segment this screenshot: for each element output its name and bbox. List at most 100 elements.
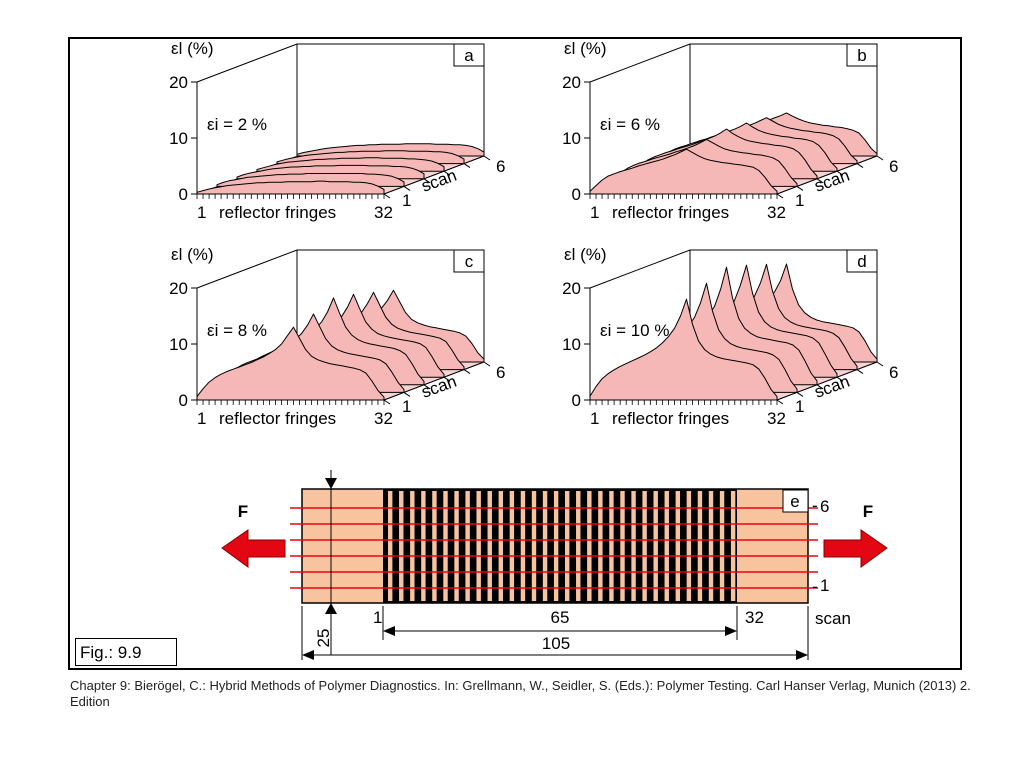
chart-depth-tick-label: 6 <box>889 363 898 382</box>
fringe-gap <box>487 491 492 601</box>
chart-y-label: εl (%) <box>171 39 214 58</box>
chart-depth-tick-label: 1 <box>402 191 411 210</box>
fringe-gap <box>432 491 437 601</box>
chart-depth-tick <box>423 178 431 184</box>
chart-y-tick-label: 20 <box>169 73 188 92</box>
chart-box-back <box>196 249 485 362</box>
chart-panel-letter: d <box>857 252 866 271</box>
chart-depth-tick <box>383 193 391 199</box>
chart-x-tick-label: 1 <box>590 203 599 222</box>
scan-top-label: 6 <box>820 497 829 516</box>
chart-x-tick-label: 32 <box>374 409 393 428</box>
scan-dash: - <box>812 577 818 596</box>
scan-label: scan <box>815 609 851 628</box>
figure-label: Fig.: 9.9 <box>75 638 177 666</box>
chart-depth-tick-label: 1 <box>402 397 411 416</box>
chart-box-back <box>589 249 878 362</box>
chart-depth-tick <box>856 163 864 169</box>
chart-depth-tick <box>816 384 824 390</box>
fringe-gap <box>531 491 537 601</box>
chart-panel-box <box>453 249 485 273</box>
chart-series-1 <box>589 148 778 195</box>
chart-depth-tick <box>856 369 864 375</box>
fringe-gap <box>465 491 470 601</box>
fringe-gap <box>399 491 404 601</box>
chart-x-tick-label: 32 <box>767 203 786 222</box>
chart-depth-axis <box>776 155 878 195</box>
chart-depth-tick <box>403 391 411 397</box>
fringe-gap <box>697 491 703 601</box>
offset-arrow-top <box>325 478 337 489</box>
chart-y-label: εl (%) <box>564 39 607 58</box>
chart-depth-tick <box>796 391 804 397</box>
fringe-first-label: 1 <box>373 608 382 627</box>
fringe-gap <box>620 491 625 601</box>
chart-depth-tick <box>463 369 471 375</box>
fringe-gap <box>421 491 426 601</box>
chart-x-label: reflector fringes <box>219 203 336 222</box>
chart-strain-label: εi = 10 % <box>600 321 669 340</box>
fringe-gap <box>730 491 736 601</box>
chart-y-tick-label: 10 <box>562 129 581 148</box>
chart-x-tick-label: 1 <box>197 203 206 222</box>
chart-y-tick-label: 0 <box>179 391 188 410</box>
fringe-gap <box>642 491 647 601</box>
fringe-gap <box>587 491 592 601</box>
chart-y-tick-label: 0 <box>179 185 188 204</box>
chart-depth-tick-label: 6 <box>496 157 505 176</box>
chart-depth-tick <box>876 155 884 161</box>
chart-depth-tick <box>443 170 451 176</box>
fringe-gap <box>653 491 658 601</box>
chart-depth-tick <box>443 376 451 382</box>
fringe-gap <box>387 491 393 601</box>
scan-bottom-label: 1 <box>820 576 829 595</box>
chart-depth-tick-label: 1 <box>795 397 804 416</box>
chart-panel-letter: c <box>465 252 474 271</box>
chart-depth-tick <box>836 170 844 176</box>
chart-panel-box <box>453 43 485 67</box>
dim-offset-label: 25 <box>314 629 333 648</box>
force-arrow-right <box>823 529 888 568</box>
fringe-gap <box>598 491 603 601</box>
fringe-last-label: 32 <box>745 608 764 627</box>
figure-frame <box>68 37 962 670</box>
offset-arrow-bottom <box>325 603 337 614</box>
chart-box-back <box>196 43 485 156</box>
scan-dash: - <box>812 496 818 515</box>
chart-panel-c: 0 10 20 εl (%) εi = 8 % 1 32 reflector fringes 1… <box>169 245 505 428</box>
chart-strain-label: εi = 6 % <box>600 115 660 134</box>
chart-depth-tick-label: 1 <box>795 191 804 210</box>
chart-x-tick-label: 32 <box>767 409 786 428</box>
dim-arrowhead <box>302 650 314 660</box>
fringe-gap <box>443 491 448 601</box>
chart-box-back <box>589 43 878 156</box>
chart-y-tick-label: 10 <box>169 129 188 148</box>
fringe-gap <box>454 491 459 601</box>
chart-panel-a: 0 10 20 εl (%) εi = 2 % 1 32 reflector fringes 1… <box>169 39 505 222</box>
chart-x-tick-label: 1 <box>197 409 206 428</box>
chart-depth-tick <box>776 193 784 199</box>
chart-strain-label: εi = 2 % <box>207 115 267 134</box>
chart-panel-d: 0 10 20 εl (%) εi = 10 % 1 32 reflector fringes… <box>562 245 898 428</box>
fringe-gap <box>609 491 614 601</box>
fringe-gap <box>520 491 526 601</box>
fringe-gap <box>675 491 681 601</box>
dim-arrowhead <box>383 626 395 636</box>
chart-x-label: reflector fringes <box>219 409 336 428</box>
chart-depth-tick <box>423 384 431 390</box>
chart-depth-tick-label: 6 <box>889 157 898 176</box>
chart-y-tick-label: 0 <box>572 391 581 410</box>
dim-arrowhead <box>725 626 737 636</box>
chart-x-label: reflector fringes <box>612 203 729 222</box>
chart-y-tick-label: 20 <box>169 279 188 298</box>
chart-depth-tick <box>483 361 491 367</box>
fringe-gap <box>509 491 515 601</box>
fringe-gap <box>542 491 548 601</box>
chart-series-1 <box>196 180 385 195</box>
chart-x-tick-label: 1 <box>590 409 599 428</box>
chart-depth-tick <box>796 185 804 191</box>
chart-depth-tick <box>776 399 784 405</box>
chart-y-tick-label: 20 <box>562 279 581 298</box>
chart-panel-box <box>782 489 809 513</box>
